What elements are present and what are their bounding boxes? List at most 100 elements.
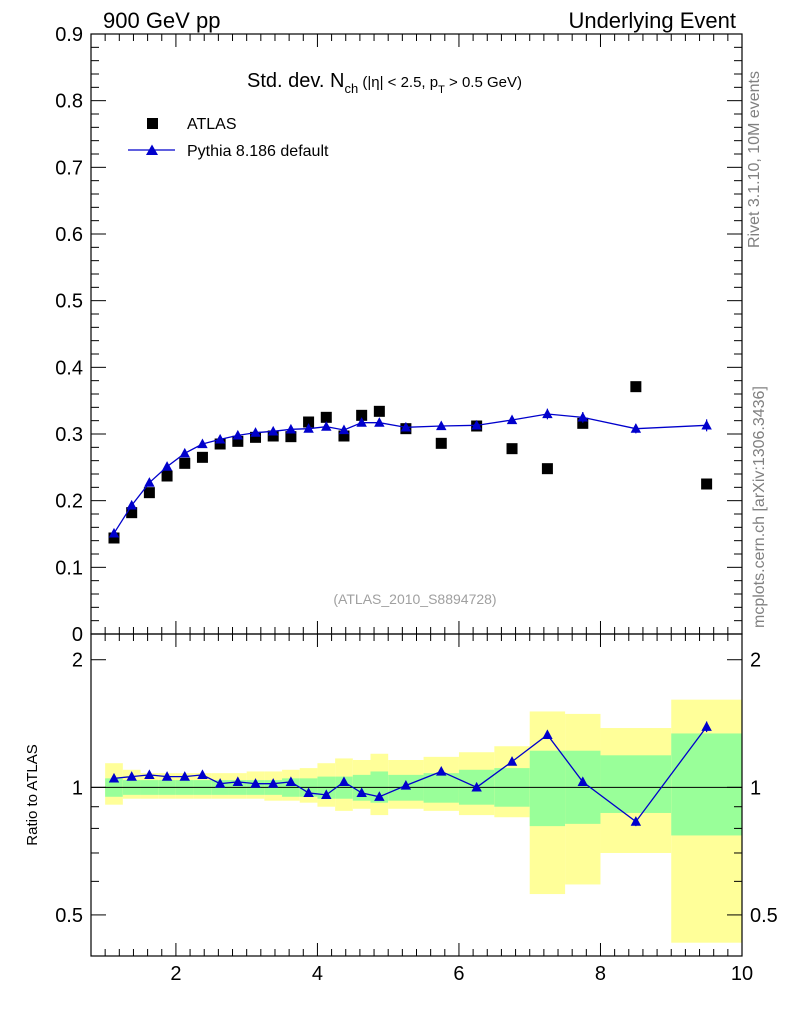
pythia-point — [232, 429, 244, 440]
atlas-data-point — [232, 435, 244, 447]
ratio-y-tick-label: 2 — [72, 650, 83, 672]
y-tick-label: 0.4 — [55, 357, 83, 379]
band-inner-bin — [671, 733, 742, 836]
atlas-data-point — [250, 431, 262, 443]
ratio-panel-axes: 2 4 6 8 10 0.5 0.5 1 1 2 2 — [55, 634, 778, 985]
pythia-point — [471, 419, 482, 430]
atlas-data-point — [196, 451, 208, 463]
ratio-pythia-point — [267, 778, 279, 788]
ratio-pythia-point — [338, 776, 350, 787]
y-tick-label: 0.5 — [55, 291, 83, 313]
pythia-point — [400, 421, 412, 432]
legend-atlas-label: ATLAS — [187, 116, 237, 133]
y-tick-label: 0.3 — [55, 424, 83, 446]
y-tick-label: 0.7 — [55, 157, 83, 179]
band-inner-bin — [529, 750, 566, 827]
atlas-data-point — [108, 532, 120, 544]
pythia-point — [267, 425, 279, 436]
pythia-point — [144, 477, 155, 487]
ratio-pythia-point — [197, 769, 208, 779]
pythia-point — [179, 447, 190, 458]
ratio-y-tick-label-right: 1 — [750, 777, 761, 799]
pythia-point — [374, 417, 385, 427]
y-tick-label: 0.9 — [55, 24, 83, 46]
ratio-pythia-point — [303, 787, 314, 798]
ratio-pythia-point — [179, 771, 190, 781]
legend-pythia-label: Pythia 8.186 default — [187, 143, 329, 160]
pythia-point — [630, 423, 642, 433]
pythia-point — [338, 424, 350, 435]
pythia-point — [126, 499, 137, 510]
y-tick-label: 0 — [72, 624, 83, 646]
y-tick-label: 0.2 — [55, 491, 83, 513]
ratio-pythia-point — [214, 778, 226, 788]
legend-pythia-marker — [146, 144, 158, 155]
ratio-y-tick-label: 0.5 — [55, 905, 83, 927]
ratio-pythia-point — [701, 721, 712, 731]
ratio-uncertainty-bands — [105, 699, 742, 943]
ratio-pythia-point — [232, 776, 244, 787]
y-tick-label: 0.1 — [55, 557, 83, 579]
analysis-id-label: (ATLAS_2010_S8894728) — [333, 591, 496, 607]
band-inner-bin — [423, 773, 459, 803]
ratio-y-axis-label: Ratio to ATLAS — [24, 744, 41, 845]
atlas-data-point — [356, 409, 368, 421]
ratio-y-tick-label-right: 2 — [750, 650, 761, 672]
atlas-data-point — [143, 487, 155, 499]
x-tick-label: 2 — [170, 963, 181, 985]
atlas-data-point — [435, 437, 447, 449]
plot-title: Std. dev. Nch (|η| < 2.5, pT > 0.5 GeV) — [247, 70, 522, 96]
x-tick-label: 4 — [312, 963, 323, 985]
atlas-data-point — [303, 416, 315, 428]
ratio-pythia-point — [577, 776, 589, 787]
main-panel-axes: 0 0.1 0.2 0.3 0.4 0.5 0.6 0.7 0.8 0.9 — [55, 24, 743, 646]
ratio-pythia-point — [506, 756, 518, 766]
x-tick-label: 8 — [595, 963, 606, 985]
ratio-pythia-point — [161, 771, 173, 781]
atlas-data-point — [541, 463, 553, 475]
ratio-pythia-point — [108, 772, 120, 783]
atlas-data-point — [126, 507, 138, 519]
ratio-pythia-point — [144, 769, 155, 779]
band-inner-bin — [600, 755, 672, 813]
pythia-point — [285, 423, 297, 434]
pythia-point — [321, 421, 332, 431]
ratio-pythia-point — [250, 778, 261, 788]
atlas-data-point — [506, 443, 518, 455]
ratio-pythia-point — [321, 789, 332, 799]
y-tick-label: 0.6 — [55, 224, 83, 246]
ratio-panel-frame — [90, 633, 743, 957]
ratio-pythia-point — [436, 765, 447, 776]
pythia-point — [250, 427, 261, 437]
x-tick-label: 6 — [453, 963, 464, 985]
ratio-y-tick-label: 1 — [72, 777, 83, 799]
pythia-point — [542, 408, 553, 419]
pythia-point — [506, 414, 518, 425]
legend-atlas-marker — [147, 118, 158, 129]
ratio-pythia-point — [356, 787, 367, 798]
atlas-data-point — [701, 478, 713, 490]
atlas-data-point — [338, 430, 350, 442]
header-energy-label: 900 GeV pp — [103, 8, 221, 33]
atlas-data-point — [577, 417, 589, 429]
atlas-data-point — [179, 457, 191, 469]
atlas-data-point — [285, 431, 297, 443]
pythia-point — [303, 423, 314, 433]
atlas-data-point — [214, 438, 226, 450]
ratio-pythia-point — [542, 729, 553, 739]
ratio-pythia-point — [471, 781, 482, 792]
ratio-pythia-point — [285, 776, 297, 787]
ratio-pythia-point — [126, 771, 137, 781]
pythia-point — [214, 433, 226, 444]
pythia-point — [577, 411, 589, 422]
ratio-pythia-point — [630, 816, 642, 826]
legend: ATLAS Pythia 8.186 default — [128, 116, 329, 160]
x-tick-label: 10 — [731, 963, 753, 985]
ratio-panel-data-marks — [108, 721, 712, 827]
atlas-data-point — [630, 381, 642, 393]
ratio-y-tick-label-right: 0.5 — [750, 905, 778, 927]
pythia-point — [108, 527, 120, 538]
atlas-data-point — [267, 430, 279, 442]
ratio-pythia-point — [400, 779, 412, 790]
